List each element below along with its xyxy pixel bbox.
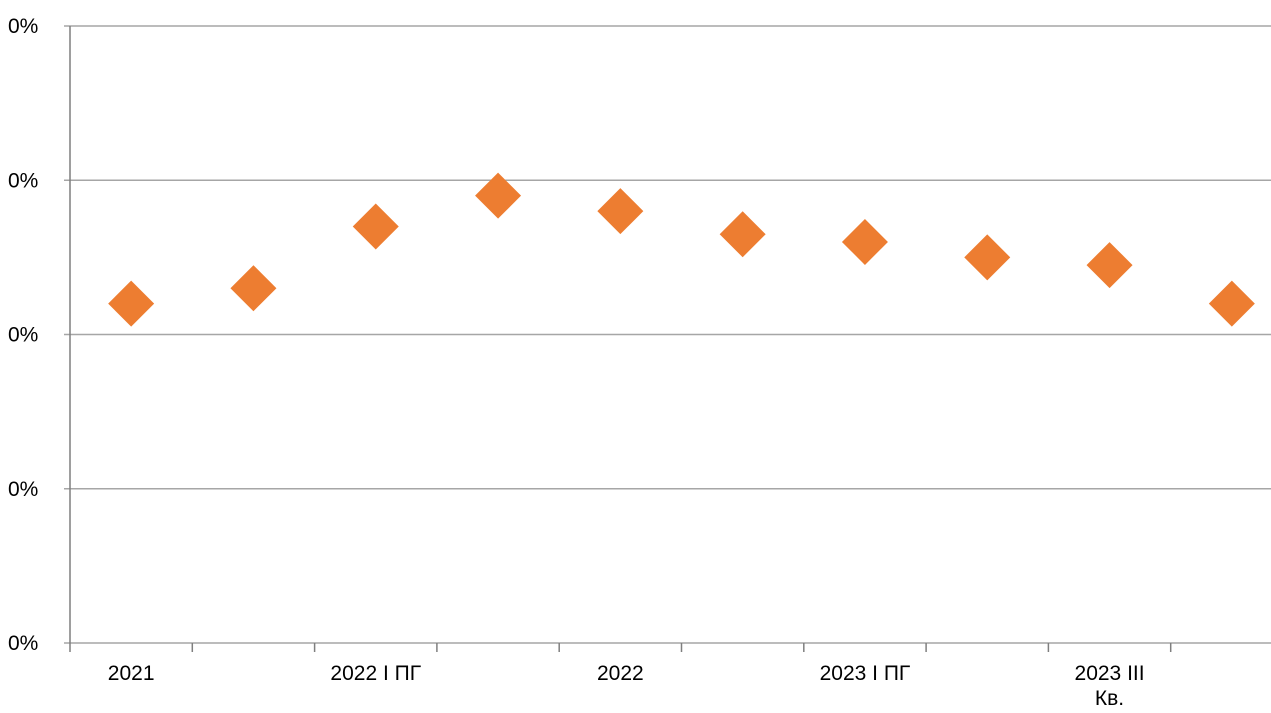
data-point-0-1	[230, 265, 277, 312]
data-point-0-7	[964, 234, 1011, 281]
x-tick-label-2: 2022 I ПГ	[330, 662, 421, 685]
y-tick-label-1: 0%	[8, 478, 38, 501]
x-tick-label-8: 2023 III Кв.	[1075, 662, 1145, 710]
data-point-0-9	[1208, 280, 1255, 327]
y-tick-label-3: 0%	[8, 169, 38, 192]
axes	[69, 26, 1172, 652]
data-points	[108, 172, 1255, 327]
data-point-0-0	[108, 280, 155, 327]
x-tick-label-0: 2021	[108, 662, 155, 685]
data-point-0-3	[475, 172, 522, 219]
x-tick-label-4: 2022	[597, 662, 644, 685]
y-tick-label-0: 0%	[8, 632, 38, 655]
y-tick-labels: 0% 0% 0% 0% 0%	[8, 15, 38, 655]
x-tick-labels: 2021 2022 I ПГ 2022 2023 I ПГ 2023 III Кв.	[108, 662, 1145, 710]
x-tick-label-6: 2023 I ПГ	[820, 662, 911, 685]
data-point-0-2	[352, 203, 399, 250]
gridlines	[64, 25, 1271, 644]
data-point-0-8	[1086, 242, 1133, 289]
data-point-0-4	[597, 188, 644, 235]
y-tick-label-4: 0%	[8, 15, 38, 38]
y-tick-label-2: 0%	[8, 324, 38, 347]
data-point-0-6	[841, 218, 888, 265]
data-point-0-5	[719, 211, 766, 258]
